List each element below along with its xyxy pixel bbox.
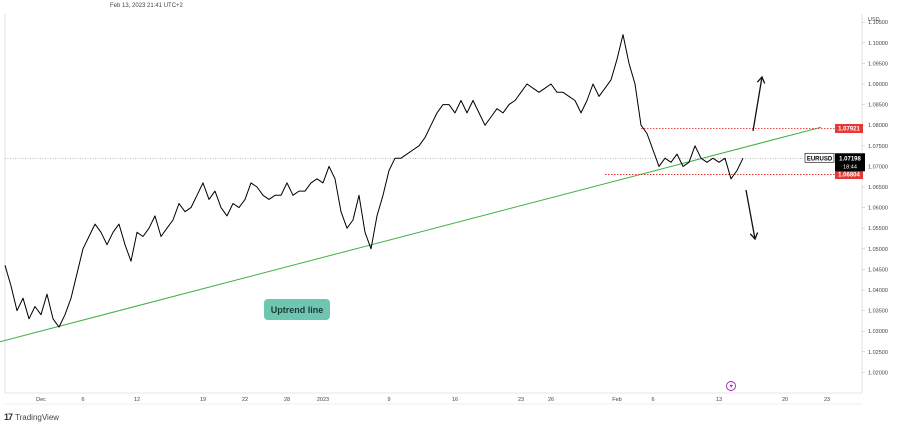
y-tick-label: 1.02000 — [868, 370, 888, 376]
x-tick-label: 28 — [284, 397, 290, 403]
price-series-line — [4, 34, 744, 328]
timestamp-label: Feb 13, 2023 21:41 UTC+2 — [110, 3, 183, 9]
arrow-shaft — [752, 76, 763, 132]
current-price-box — [835, 153, 865, 172]
x-tick-label: 26 — [548, 397, 554, 403]
down-arrow — [745, 189, 759, 241]
arrow-shaft — [745, 189, 756, 240]
current-price-label: 1.07198 18:44 EURUSD — [804, 152, 865, 172]
y-tick-label: 1.07500 — [868, 144, 888, 150]
level-price-label-upper: 1.07921 — [835, 123, 863, 133]
x-tick-label: Feb — [612, 397, 621, 403]
y-tick-label: 1.05500 — [868, 226, 888, 232]
event-icon-circle — [726, 381, 736, 391]
tradingview-logo-icon: 17 — [4, 412, 13, 422]
bar-countdown: 18:44 — [843, 164, 857, 170]
x-tick-label: 12 — [134, 397, 140, 403]
x-tick-label: 13 — [716, 397, 722, 403]
y-tick-label: 1.07000 — [868, 164, 888, 170]
y-tick-label: 1.09000 — [868, 82, 888, 88]
up-arrow — [752, 75, 766, 132]
y-tick-label: 1.03500 — [868, 309, 888, 315]
x-tick-label: 23 — [824, 397, 830, 403]
level-label-box — [835, 123, 863, 133]
x-tick-label: 22 — [242, 397, 248, 403]
y-tick-label: 1.05000 — [868, 247, 888, 253]
y-tick-label: 1.03000 — [868, 329, 888, 335]
x-tick-label: 20 — [782, 397, 788, 403]
y-tick-label: 1.04000 — [868, 288, 888, 294]
x-tick-label: 6 — [651, 397, 654, 403]
y-tick-label: 1.08000 — [868, 123, 888, 129]
level-price-label-lower: 1.06804 — [835, 169, 863, 179]
x-tick-label: 23 — [518, 397, 524, 403]
uptrend-line — [0, 126, 822, 343]
level-label-box — [835, 169, 863, 179]
y-tick-label: 1.04500 — [868, 267, 888, 273]
x-tick-label: 16 — [452, 397, 458, 403]
uptrend-line-label: Uptrend line — [264, 299, 330, 320]
x-tick-label: Dec — [36, 397, 46, 403]
x-tick-label: 6 — [81, 397, 84, 403]
y-tick-label: 1.08500 — [868, 103, 888, 109]
y-tick-label: 1.10000 — [868, 41, 888, 47]
y-tick-label: 1.02500 — [868, 350, 888, 356]
symbol-tag-box — [804, 152, 835, 163]
tradingview-logo[interactable]: 17 TradingView — [4, 412, 59, 422]
x-tick-label: 2023 — [317, 397, 329, 403]
level-label-text: 1.07921 — [838, 126, 860, 132]
economic-event-icon — [726, 381, 736, 391]
uptrend-label-text: Uptrend line — [271, 305, 324, 315]
y-tick-label: 1.06000 — [868, 206, 888, 212]
arrow-head — [749, 232, 759, 241]
y-tick-label: 1.10500 — [868, 20, 888, 26]
current-price-value: 1.07198 — [839, 156, 861, 162]
event-icon-bolt — [729, 382, 733, 390]
tradingview-logo-text: TradingView — [15, 412, 60, 422]
uptrend-label-box — [264, 299, 330, 320]
y-tick-label: 1.06500 — [868, 185, 888, 191]
symbol-tag-text: EURUSD — [807, 156, 833, 162]
y-tick-label: 1.09500 — [868, 61, 888, 67]
level-label-text: 1.06804 — [838, 172, 860, 178]
x-tick-label: 19 — [200, 397, 206, 403]
axis-currency-label: USD — [868, 17, 880, 23]
arrow-head — [756, 75, 766, 84]
x-tick-label: 9 — [387, 397, 390, 403]
